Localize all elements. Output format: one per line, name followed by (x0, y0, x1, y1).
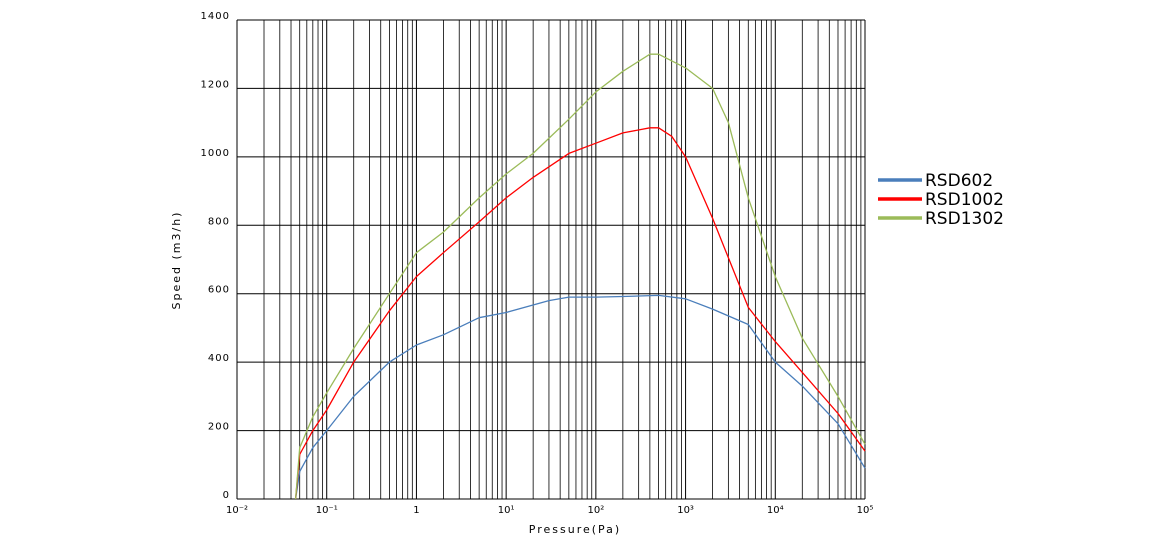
x-tick-label: 10⁴ (767, 505, 784, 516)
y-tick-label: 1000 (201, 148, 230, 159)
y-tick-label: 1400 (201, 11, 230, 22)
x-tick-label: 10² (587, 505, 604, 516)
y-tick-label: 800 (208, 216, 230, 227)
series-line (294, 127, 866, 500)
y-tick-label: 400 (208, 353, 230, 364)
y-tick-label: 1200 (201, 79, 230, 90)
x-tick-label: 10¹ (498, 505, 515, 516)
legend-label: RSD1302 (925, 209, 1004, 229)
y-tick-label: 200 (208, 422, 230, 433)
series-line (294, 294, 866, 500)
legend-label: RSD1002 (925, 190, 1004, 210)
x-axis-title: Pressure(Pa) (529, 523, 621, 536)
x-tick-label: 10⁵ (857, 505, 874, 516)
legend-label: RSD602 (925, 171, 993, 191)
y-axis-title: Speed (m3/h) (170, 211, 183, 310)
x-tick-label: 10³ (677, 505, 694, 516)
x-tick-label: 10⁻² (226, 505, 248, 516)
series-line (294, 53, 866, 500)
y-tick-label: 600 (208, 285, 230, 296)
y-tick-label: 0 (223, 490, 230, 501)
x-tick-label: 10⁻¹ (316, 505, 338, 516)
x-tick-label: 1 (413, 505, 419, 516)
